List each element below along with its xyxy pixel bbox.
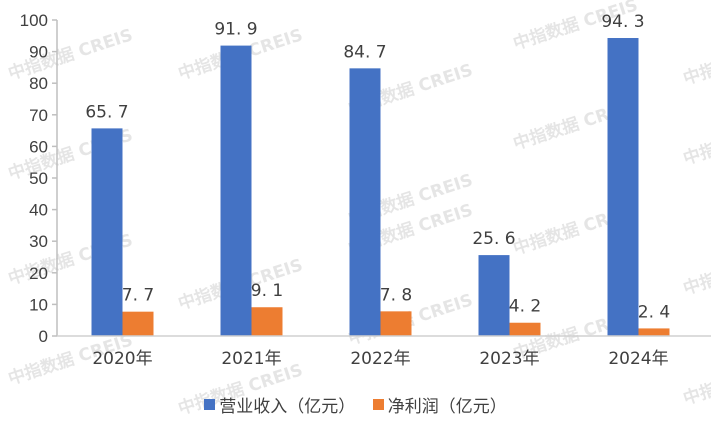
x-axis: 2020年 2021年 2022年 2023年 2024年	[57, 335, 711, 369]
data-label: 65. 7	[85, 102, 128, 122]
bar-net-profit	[251, 307, 283, 336]
bar-net-profit	[509, 322, 541, 336]
y-tick-label: 60	[29, 137, 48, 156]
y-tick-label: 30	[29, 232, 48, 251]
data-label: 94. 3	[601, 12, 644, 32]
bar-revenue	[478, 255, 510, 336]
bar-revenue	[607, 38, 639, 337]
bar-revenue	[91, 128, 123, 336]
data-label: 2. 4	[638, 302, 670, 322]
y-tick-label: 70	[29, 106, 48, 125]
legend-item-revenue: 营业收入（亿元）	[204, 392, 355, 417]
y-tick-label: 80	[29, 74, 48, 93]
y-tick-label: 0	[39, 327, 48, 346]
bar-net-profit	[638, 328, 670, 336]
x-tick-label: 2020年	[92, 349, 152, 369]
bar-net-profit	[122, 311, 154, 336]
y-tick-label: 100	[20, 11, 48, 30]
x-tick-label: 2022年	[350, 349, 410, 369]
legend-swatch-revenue-icon	[204, 399, 216, 410]
bar-net-profit	[380, 311, 412, 336]
x-tick-label: 2023年	[479, 349, 539, 369]
x-tick-label: 2024年	[608, 349, 668, 369]
data-label: 9. 1	[251, 281, 283, 301]
y-tick-label: 50	[29, 169, 48, 188]
legend-item-net-profit: 净利润（亿元）	[372, 392, 507, 417]
data-label: 7. 8	[380, 285, 412, 305]
bars: 65. 7 7. 7 91. 9 9. 1 84. 7 7. 8 25. 6 4. 2 94. …	[85, 12, 670, 337]
data-label: 4. 2	[509, 297, 541, 317]
y-tick-label: 20	[29, 264, 48, 283]
y-tick-label: 90	[29, 43, 48, 62]
data-label: 91. 9	[214, 20, 257, 40]
legend-swatch-net-profit-icon	[372, 399, 384, 410]
data-label: 84. 7	[343, 42, 386, 62]
y-axis: 0 10 20 30 40 50 60 70 80 90 100	[20, 11, 58, 346]
y-tick-label: 40	[29, 201, 48, 220]
data-label: 7. 7	[122, 286, 154, 306]
data-label: 25. 6	[472, 229, 515, 249]
bar-revenue	[220, 45, 252, 336]
x-tick-label: 2021年	[221, 349, 281, 369]
y-tick-label: 10	[29, 295, 48, 314]
bar-revenue	[349, 68, 381, 337]
legend-label-net-profit: 净利润（亿元）	[387, 397, 507, 417]
legend-label-revenue: 营业收入（亿元）	[219, 397, 356, 417]
legend: 营业收入（亿元） 净利润（亿元）	[0, 392, 711, 417]
